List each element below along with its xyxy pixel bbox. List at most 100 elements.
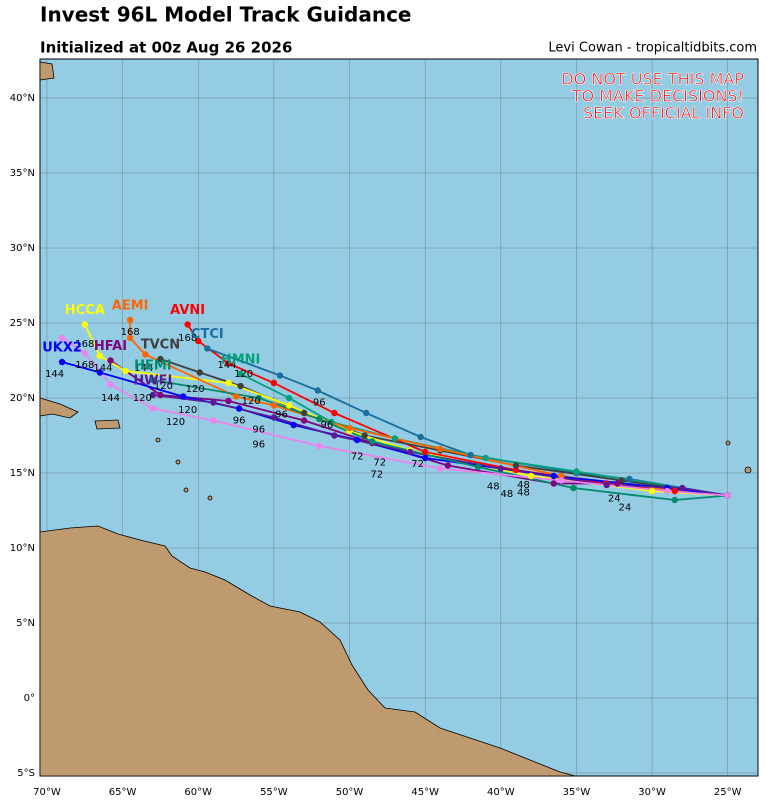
track-point <box>474 463 482 471</box>
track-point <box>570 484 577 492</box>
track-point <box>331 432 338 439</box>
forecast-hour: 72 <box>373 458 386 469</box>
track-point <box>369 438 376 445</box>
track-point <box>149 391 157 399</box>
forecast-hour: 72 <box>351 452 364 463</box>
model-label: HMNI <box>221 353 261 368</box>
track-point <box>444 462 452 469</box>
track-point <box>204 345 211 352</box>
y-tick-label: 40°N <box>10 93 35 104</box>
forecast-hour: 120 <box>242 396 261 407</box>
track-point <box>512 462 520 469</box>
track-point <box>184 321 191 328</box>
forecast-hour: 48 <box>500 489 513 500</box>
y-tick-label: 30°N <box>10 243 35 254</box>
y-tick-label: 0° <box>24 693 35 704</box>
hispaniola <box>40 397 79 419</box>
track-point <box>353 436 361 444</box>
track-point <box>149 405 157 412</box>
y-tick-label: 35°N <box>10 168 35 179</box>
forecast-hour: 96 <box>320 420 333 431</box>
y-tick-label: 10°N <box>10 543 35 554</box>
model-label: HCCA <box>65 303 105 318</box>
forecast-hour: 96 <box>275 410 288 421</box>
y-tick-label: 15°N <box>10 468 35 479</box>
x-tick-label: 65°W <box>109 787 137 798</box>
forecast-hour: 144 <box>93 363 112 374</box>
forecast-hour: 144 <box>101 393 120 404</box>
track-point <box>81 349 88 357</box>
track-point <box>196 369 203 376</box>
track-point <box>225 360 232 367</box>
track-point <box>195 337 202 345</box>
track-point <box>603 481 610 489</box>
forecast-hour: 168 <box>75 339 94 350</box>
forecast-hour: 72 <box>411 459 424 470</box>
track-point <box>270 402 278 409</box>
island <box>175 459 181 465</box>
track-point <box>406 448 414 456</box>
forecast-hour: 120 <box>234 369 253 380</box>
track-point <box>237 370 244 378</box>
track-point <box>671 487 678 495</box>
track-point <box>270 379 278 387</box>
forecast-hour: 144 <box>134 363 153 374</box>
track-point <box>179 393 187 400</box>
forecast-hour: 96 <box>233 416 246 427</box>
track-point <box>300 409 308 417</box>
y-tick-label: 20°N <box>10 393 35 404</box>
forecast-hour: 144 <box>45 369 64 380</box>
track-point <box>157 355 164 363</box>
track-point <box>210 417 217 424</box>
warning: TO MAKE DECISIONS! <box>571 87 744 106</box>
y-tick-label: 5°S <box>17 768 35 779</box>
track-point <box>126 316 134 324</box>
track-point <box>225 397 232 405</box>
track-point <box>58 358 66 366</box>
track-point <box>81 321 88 328</box>
track-point <box>527 472 535 480</box>
track-point <box>232 393 240 400</box>
forecast-hour: 48 <box>517 480 530 491</box>
track-point <box>467 451 474 459</box>
track-point <box>391 435 399 442</box>
model-label: AVNI <box>170 303 205 318</box>
track-point <box>316 442 323 450</box>
track-point <box>421 448 429 456</box>
track-point <box>314 387 321 394</box>
forecast-hour: 120 <box>166 417 185 428</box>
track-point <box>558 472 565 480</box>
track-point <box>664 487 671 495</box>
forecast-hour: 48 <box>487 482 500 493</box>
forecast-hour: 120 <box>178 405 197 416</box>
track-point <box>96 369 104 376</box>
track-point <box>421 454 429 462</box>
track-point <box>122 367 129 375</box>
track-point <box>235 405 243 412</box>
track-point <box>58 334 66 342</box>
model-label: HWFI <box>133 374 172 389</box>
title: Invest 96L Model Track Guidance <box>40 3 412 27</box>
credit: Levi Cowan - tropicaltidbits.com <box>548 41 757 56</box>
track-point <box>270 414 278 421</box>
forecast-hour: 168 <box>121 327 140 338</box>
track-point <box>255 394 262 402</box>
track-point <box>107 381 114 388</box>
island <box>725 440 731 446</box>
x-tick-label: 60°W <box>184 787 212 798</box>
track-point <box>362 409 370 417</box>
track-point <box>724 492 731 499</box>
track-point <box>149 376 157 384</box>
island <box>155 437 161 443</box>
track-point <box>107 357 114 364</box>
forecast-hour: 120 <box>133 393 152 404</box>
forecast-hour: 96 <box>313 398 326 409</box>
forecast-hour: 96 <box>252 425 265 436</box>
x-tick-label: 50°W <box>336 787 364 798</box>
x-tick-label: 55°W <box>260 787 288 798</box>
track-point <box>157 391 164 399</box>
track-point <box>285 402 293 409</box>
warning: DO NOT USE THIS MAP <box>561 70 744 89</box>
